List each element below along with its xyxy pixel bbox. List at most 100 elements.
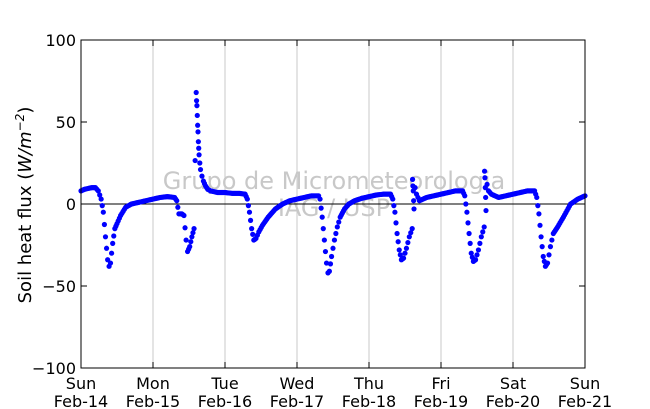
data-point <box>400 255 407 261</box>
x-tick-label-day: Sun <box>570 374 600 393</box>
data-point <box>334 224 340 230</box>
data-point <box>540 253 546 260</box>
data-point <box>481 224 487 230</box>
data-point <box>538 234 544 240</box>
y-tick-label: 100 <box>45 31 76 50</box>
data-point <box>390 196 396 202</box>
data-point <box>472 257 479 263</box>
data-point <box>194 103 200 109</box>
x-tick-label-date: Feb-16 <box>198 392 252 409</box>
y-axis-label: Soil heat flux (W/m−2) <box>13 107 36 304</box>
data-point <box>396 247 402 253</box>
data-point <box>193 98 200 104</box>
data-point <box>326 268 332 274</box>
data-point <box>482 175 488 181</box>
data-point <box>196 152 202 158</box>
data-point <box>483 194 489 201</box>
x-tick-label-day: Fri <box>431 374 450 393</box>
data-point <box>546 252 552 258</box>
data-point <box>535 203 541 209</box>
data-point <box>467 240 473 246</box>
data-point <box>320 226 326 232</box>
data-point <box>466 230 472 237</box>
y-tick-label: −100 <box>32 359 76 378</box>
data-point <box>191 226 197 232</box>
x-axis-ticks: SunFeb-14MonFeb-15TueFeb-16WedFeb-17ThuF… <box>54 40 612 409</box>
data-point <box>197 160 203 166</box>
y-axis-ticks: 100 50 0 −50 −100 <box>32 31 585 378</box>
data-point <box>537 222 543 228</box>
data-point <box>333 230 339 237</box>
data-point <box>199 173 205 179</box>
x-tick-label-day: Tue <box>210 374 238 393</box>
data-point <box>475 247 482 253</box>
watermark: Grupo de Micrometeorologia IAG / USP <box>163 167 505 222</box>
data-point <box>322 248 329 255</box>
data-point <box>394 230 400 237</box>
data-point <box>321 237 327 243</box>
data-point <box>182 225 188 231</box>
data-point <box>196 145 202 151</box>
data-point <box>402 250 408 256</box>
data-points <box>78 89 588 276</box>
data-point <box>250 231 256 237</box>
data-point <box>193 89 199 96</box>
x-tick-label-day: Sun <box>66 374 96 393</box>
data-point <box>319 214 325 220</box>
x-tick-label-date: Feb-19 <box>414 392 468 409</box>
data-point <box>481 168 488 174</box>
data-point <box>392 209 398 215</box>
x-tick-label-date: Feb-15 <box>126 392 180 409</box>
data-point <box>111 233 117 239</box>
data-point <box>192 157 198 164</box>
data-point <box>544 260 551 266</box>
data-point <box>409 226 415 232</box>
data-point <box>249 226 255 232</box>
data-point <box>477 240 483 246</box>
data-point <box>411 206 417 212</box>
data-point <box>181 212 187 219</box>
data-point <box>323 260 330 266</box>
y-axis-label-text: Soil heat flux ( <box>15 173 36 304</box>
data-point <box>330 245 336 251</box>
data-point <box>195 129 201 135</box>
data-point <box>109 250 115 256</box>
data-point <box>189 234 195 240</box>
x-tick-label-day: Thu <box>353 374 384 393</box>
data-point <box>101 221 107 228</box>
data-point <box>484 181 490 187</box>
data-point <box>183 237 189 243</box>
data-point <box>397 252 403 258</box>
data-point <box>405 239 411 246</box>
data-point <box>327 261 334 267</box>
x-tick-label-date: Feb-21 <box>558 392 612 409</box>
data-point <box>408 230 414 236</box>
data-point <box>98 196 104 202</box>
data-point <box>391 203 397 209</box>
data-point <box>195 122 201 128</box>
data-point <box>245 203 251 209</box>
data-point <box>246 209 253 215</box>
x-tick-label-date: Feb-20 <box>486 392 540 409</box>
data-point <box>393 220 399 226</box>
data-point <box>463 201 469 207</box>
data-point <box>409 176 416 182</box>
data-point <box>468 250 474 256</box>
data-point <box>465 220 471 226</box>
data-point <box>187 244 193 250</box>
y-tick-label: 0 <box>66 195 76 214</box>
data-point <box>318 205 324 211</box>
data-point <box>100 209 106 215</box>
data-point <box>534 194 540 201</box>
data-point <box>195 139 201 145</box>
x-tick-label-date: Feb-14 <box>54 392 108 409</box>
data-point <box>247 217 254 223</box>
data-point <box>328 253 335 260</box>
y-tick-label: −50 <box>42 277 76 296</box>
data-point <box>411 198 417 204</box>
data-point <box>95 188 101 194</box>
x-tick-label-day: Mon <box>136 374 170 393</box>
data-point <box>480 229 486 235</box>
data-point <box>331 237 338 243</box>
